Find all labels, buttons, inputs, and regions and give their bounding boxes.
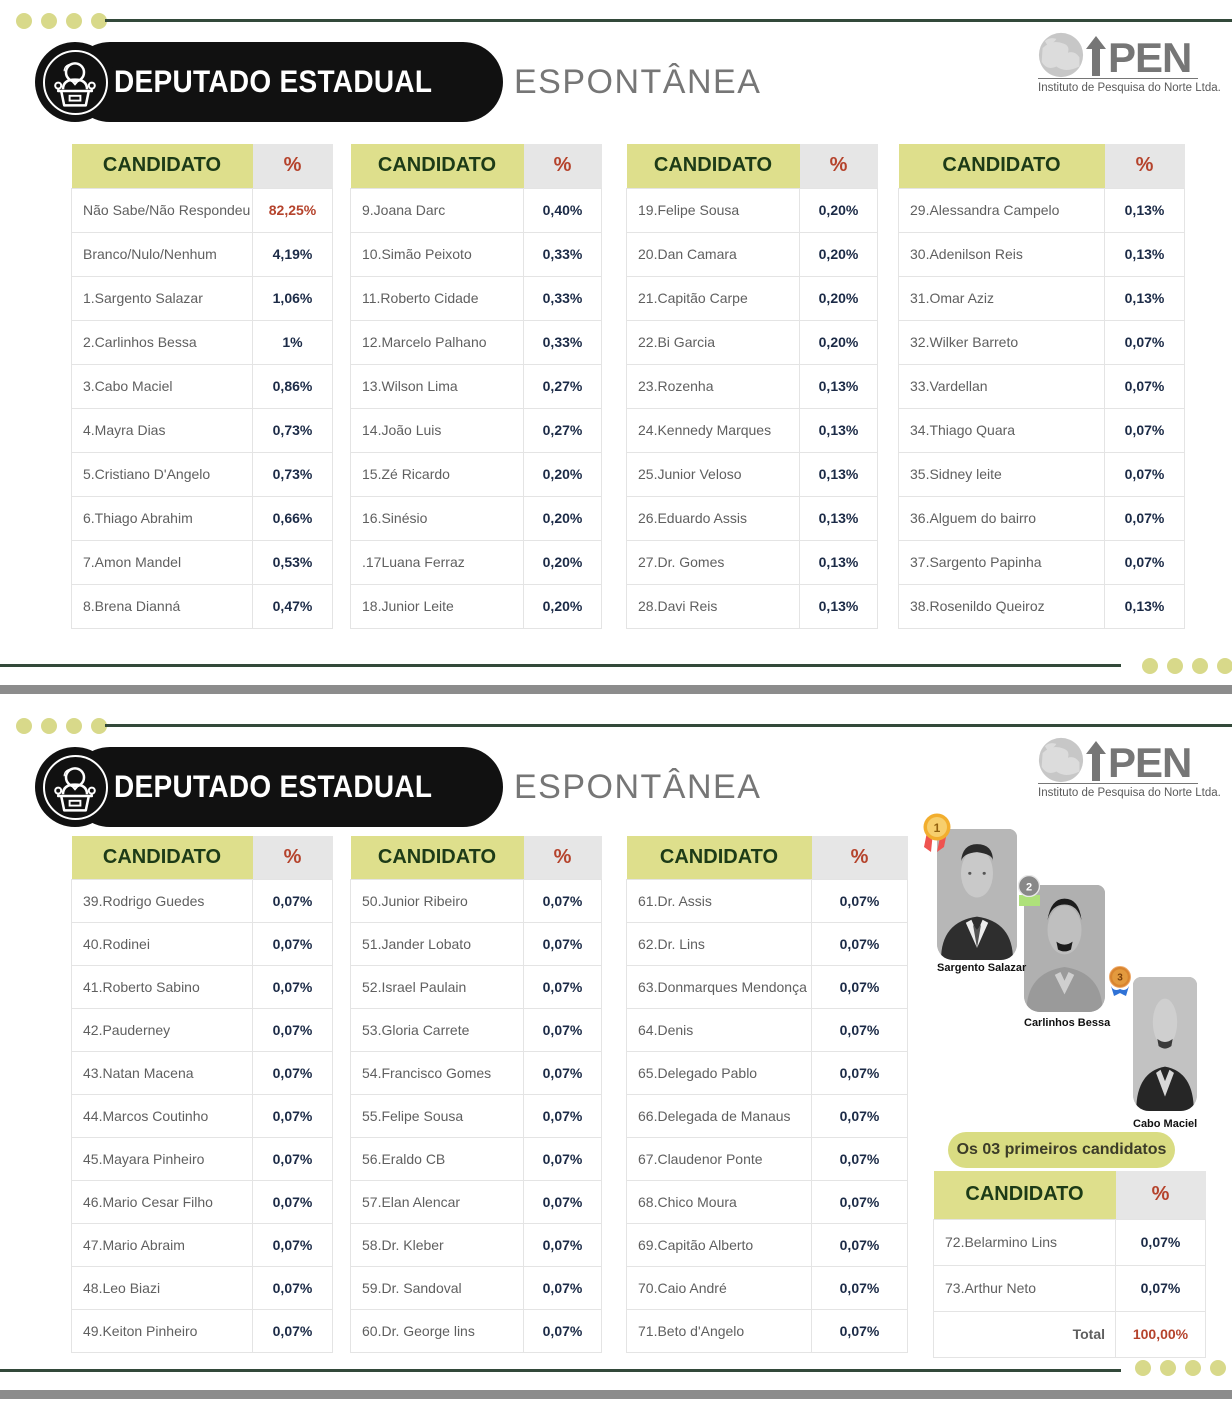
svg-text:1: 1 [934,821,941,835]
svg-text:2: 2 [1026,882,1032,894]
svg-text:3: 3 [1117,973,1123,984]
